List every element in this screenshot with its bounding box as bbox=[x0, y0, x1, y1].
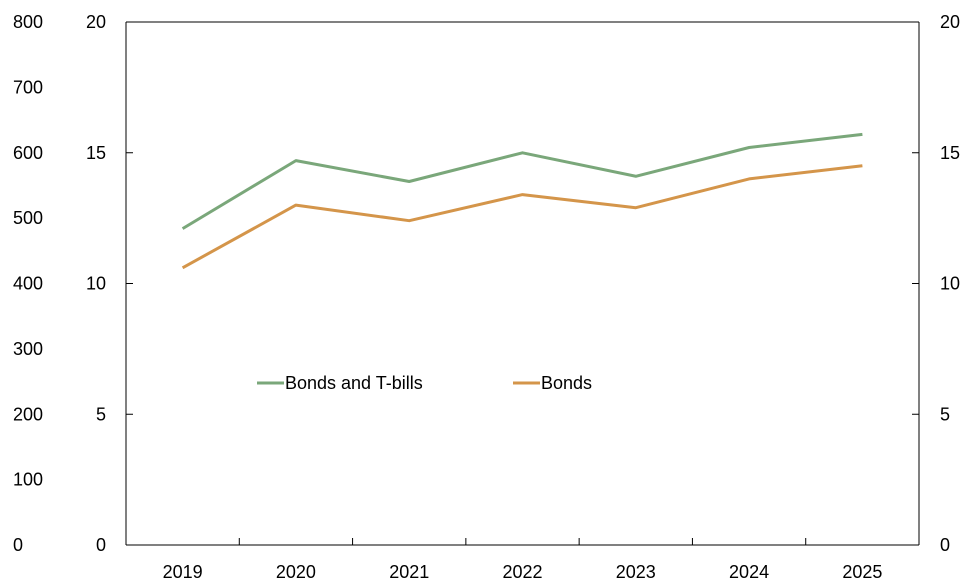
legend-label: Bonds and T-bills bbox=[285, 373, 423, 393]
left-y-tick-label: 5 bbox=[96, 404, 106, 424]
legend: Bonds and T-bills Bonds bbox=[257, 373, 592, 393]
legend-label: Bonds bbox=[541, 373, 592, 393]
right-y-axis: 20 15 10 5 0 bbox=[912, 12, 960, 555]
series-line-bonds-and-t-bills bbox=[181, 132, 863, 230]
right-y-tick-label: 20 bbox=[940, 12, 960, 32]
left-y-tick-label: 20 bbox=[86, 12, 106, 32]
outer-y-tick-label: 500 bbox=[13, 208, 43, 228]
left-y-tick-label: 10 bbox=[86, 274, 106, 294]
x-tick-label: 2024 bbox=[729, 562, 769, 580]
outer-y-tick-label: 600 bbox=[13, 143, 43, 163]
outer-y-tick-labels: 800 700 600 500 400 300 200 100 0 bbox=[13, 12, 43, 555]
outer-y-tick-label: 100 bbox=[13, 470, 43, 490]
x-tick-label: 2020 bbox=[276, 562, 316, 580]
right-y-tick-label: 10 bbox=[940, 274, 960, 294]
x-tick-label: 2019 bbox=[163, 562, 203, 580]
left-y-tick-label: 0 bbox=[96, 535, 106, 555]
x-tick-label: 2022 bbox=[502, 562, 542, 580]
left-y-axis: 20 15 10 5 0 bbox=[86, 12, 133, 555]
right-y-tick-label: 0 bbox=[940, 535, 950, 555]
outer-y-tick-label: 0 bbox=[13, 535, 23, 555]
right-y-tick-label: 5 bbox=[940, 404, 950, 424]
x-tick-label: 2021 bbox=[389, 562, 429, 580]
left-y-tick-label: 15 bbox=[86, 143, 106, 163]
outer-y-tick-label: 800 bbox=[13, 12, 43, 32]
x-axis-ticks: 2019 2020 2021 2022 2023 2024 2025 bbox=[163, 538, 882, 580]
right-y-tick-label: 15 bbox=[940, 143, 960, 163]
outer-y-tick-label: 700 bbox=[13, 77, 43, 97]
outer-y-tick-label: 300 bbox=[13, 339, 43, 359]
series-lines bbox=[181, 132, 863, 270]
outer-y-tick-label: 200 bbox=[13, 404, 43, 424]
plot-frame bbox=[125, 21, 920, 546]
x-tick-label: 2025 bbox=[842, 562, 882, 580]
series-line-bonds bbox=[181, 164, 863, 270]
outer-y-tick-label: 400 bbox=[13, 274, 43, 294]
x-tick-label: 2023 bbox=[616, 562, 656, 580]
